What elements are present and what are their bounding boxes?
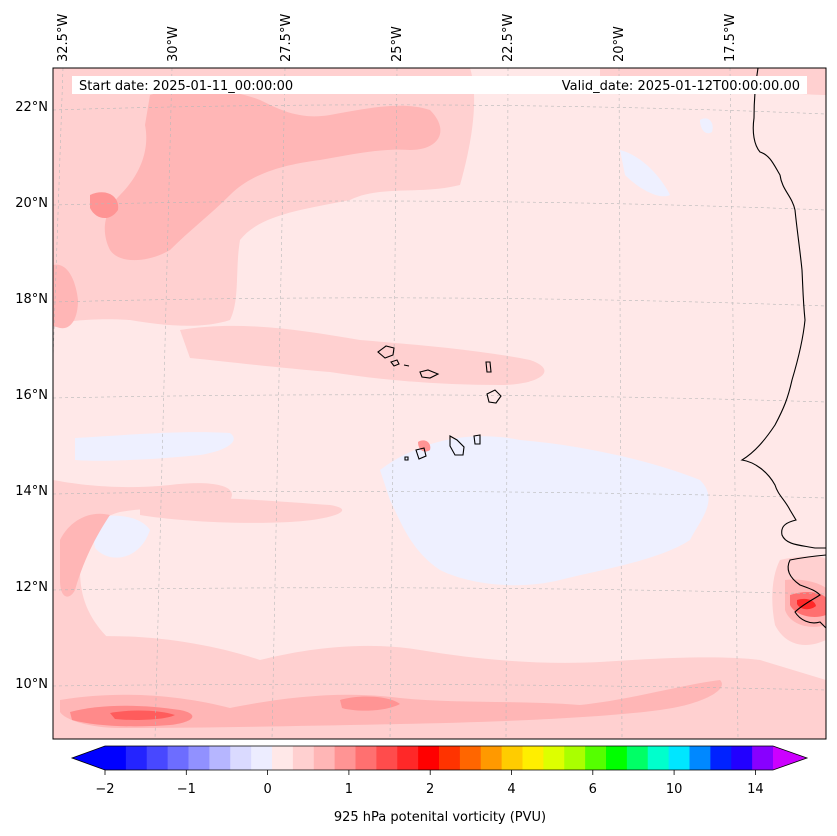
colorbar-cell	[668, 746, 690, 770]
colorbar-cell	[585, 746, 607, 770]
colorbar-under-arrow	[72, 746, 105, 770]
lon-label: 22.5°W	[501, 14, 516, 62]
colorbar-tick-label: −2	[95, 782, 114, 797]
pv-negative-region-center	[380, 436, 709, 586]
island-fogo	[415, 447, 427, 460]
colorbar: −2 −1 0 1 2 4 6 10 14 925 hPa potenital vorticit…	[70, 745, 809, 825]
colorbar-tick-label: −1	[177, 782, 196, 797]
colorbar-tick-label: 2	[426, 782, 434, 797]
colorbar-tick-label: 10	[666, 782, 683, 797]
island-santa-luzia	[403, 364, 410, 367]
colorbar-cell	[731, 746, 753, 770]
africa-coastline	[740, 67, 826, 549]
colorbar-cell	[459, 746, 482, 770]
colorbar-cell	[355, 746, 377, 770]
colorbar-cell	[209, 746, 231, 770]
lat-label: 16°N	[15, 388, 48, 403]
start-date-text: Start date: 2025-01-11_00:00:00	[79, 79, 293, 94]
map-frame	[52, 67, 827, 740]
colorbar-tick-label: 1	[345, 782, 353, 797]
pv-region-nw-patch	[90, 192, 119, 219]
islands	[377, 345, 502, 461]
lon-label: 20°W	[612, 26, 627, 62]
colorbar-tick-label: 14	[747, 782, 764, 797]
colorbar-cell	[522, 746, 544, 770]
pv-negative-region-north	[620, 150, 670, 197]
lat-label: 10°N	[15, 677, 48, 692]
africa-coastline-south	[787, 554, 827, 629]
colorbar-cell	[376, 746, 398, 770]
colorbar-cell	[146, 746, 169, 770]
colorbar-cell	[230, 746, 252, 770]
lon-label: 27.5°W	[279, 14, 294, 62]
colorbar-cell	[125, 746, 148, 770]
colorbar-cell	[439, 746, 461, 770]
colorbar-cell	[543, 746, 565, 770]
island-santiago	[449, 435, 465, 456]
colorbar-cell	[480, 746, 503, 770]
colorbar-cell	[710, 746, 732, 770]
pv-contours	[53, 68, 826, 739]
pv-region-south-core-inner	[110, 710, 175, 720]
colorbar-cell	[564, 746, 586, 770]
colorbar-cell	[626, 746, 649, 770]
colorbar-cell	[606, 746, 628, 770]
valid-date-text: Valid_date: 2025-01-12T00:00:00.00	[562, 79, 800, 94]
island-sao-nicolau	[419, 369, 440, 379]
island-sal	[485, 361, 492, 373]
colorbar-over-arrow	[773, 746, 807, 770]
pv-region-central-band	[180, 325, 545, 385]
island-maio	[473, 434, 481, 445]
latitude-labels: 22°N 20°N 18°N 16°N 14°N 12°N 10°N	[15, 100, 48, 692]
date-info-box	[72, 76, 807, 94]
colorbar-ticks: −2 −1 0 1 2 4 6 10 14	[95, 770, 764, 797]
colorbar-label: 925 hPa potenital vorticity (PVU)	[334, 810, 546, 825]
island-sao-vicente	[390, 359, 400, 367]
island-santo-antao	[377, 345, 395, 359]
pv-negative-region-band	[75, 432, 234, 461]
lat-label: 22°N	[15, 100, 48, 115]
pv-region-nw-strong	[104, 88, 441, 261]
lon-label: 32.5°W	[56, 14, 71, 62]
colorbar-cell	[501, 746, 523, 770]
colorbar-cell	[313, 746, 336, 770]
lon-label: 25°W	[390, 26, 405, 62]
colorbar-cell	[251, 746, 273, 770]
pv-region-mid-south	[140, 497, 343, 523]
colorbar-cell	[105, 746, 127, 770]
colorbar-cell	[334, 746, 356, 770]
colorbar-tick-label: 4	[507, 782, 515, 797]
pv-region-mid-patch	[340, 696, 400, 711]
island-boa-vista	[486, 389, 502, 404]
colorbar-cells	[105, 746, 774, 770]
pv-region-west-ribbon	[60, 513, 110, 597]
colorbar-cell	[418, 746, 440, 770]
colorbar-tick-label: 6	[589, 782, 597, 797]
colorbar-tick-label: 0	[263, 782, 271, 797]
colorbar-cell	[272, 746, 294, 770]
colorbar-cell	[647, 746, 670, 770]
pv-negative-region-ne	[700, 118, 713, 134]
colorbar-cell	[752, 746, 774, 770]
colorbar-cell	[167, 746, 189, 770]
pv-region-west-strong	[53, 264, 78, 329]
longitude-labels: 32.5°W 30°W 27.5°W 25°W 22.5°W 20°W 17.5…	[56, 14, 738, 62]
lat-label: 12°N	[15, 580, 48, 595]
island-brava	[404, 456, 409, 461]
pv-negative-region-sw	[90, 515, 150, 558]
lat-label: 18°N	[15, 292, 48, 307]
colorbar-cell	[188, 746, 210, 770]
colorbar-cell	[292, 746, 315, 770]
colorbar-cell	[397, 746, 419, 770]
graticule	[53, 68, 826, 739]
lat-label: 14°N	[15, 484, 48, 499]
lat-label: 20°N	[15, 196, 48, 211]
colorbar-cell	[689, 746, 711, 770]
lon-label: 17.5°W	[723, 14, 738, 62]
lon-label: 30°W	[166, 26, 181, 62]
